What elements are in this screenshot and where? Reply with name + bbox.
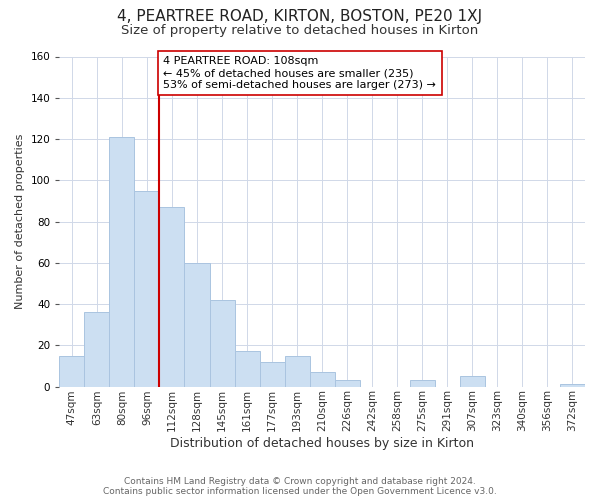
Text: Size of property relative to detached houses in Kirton: Size of property relative to detached ho… [121,24,479,37]
Bar [209,300,235,386]
Bar [560,384,585,386]
Bar [335,380,360,386]
Bar [109,137,134,386]
Text: Contains HM Land Registry data © Crown copyright and database right 2024.
Contai: Contains HM Land Registry data © Crown c… [103,476,497,496]
Text: 4 PEARTREE ROAD: 108sqm
← 45% of detached houses are smaller (235)
53% of semi-d: 4 PEARTREE ROAD: 108sqm ← 45% of detache… [163,56,436,90]
Bar [184,263,209,386]
Bar [59,356,85,386]
Bar [410,380,435,386]
Bar [260,362,284,386]
Bar [460,376,485,386]
Bar [284,356,310,386]
Bar [134,190,160,386]
Bar [85,312,109,386]
Y-axis label: Number of detached properties: Number of detached properties [15,134,25,309]
Bar [235,352,260,386]
Text: 4, PEARTREE ROAD, KIRTON, BOSTON, PE20 1XJ: 4, PEARTREE ROAD, KIRTON, BOSTON, PE20 1… [118,9,482,24]
X-axis label: Distribution of detached houses by size in Kirton: Distribution of detached houses by size … [170,437,474,450]
Bar [160,207,184,386]
Bar [310,372,335,386]
